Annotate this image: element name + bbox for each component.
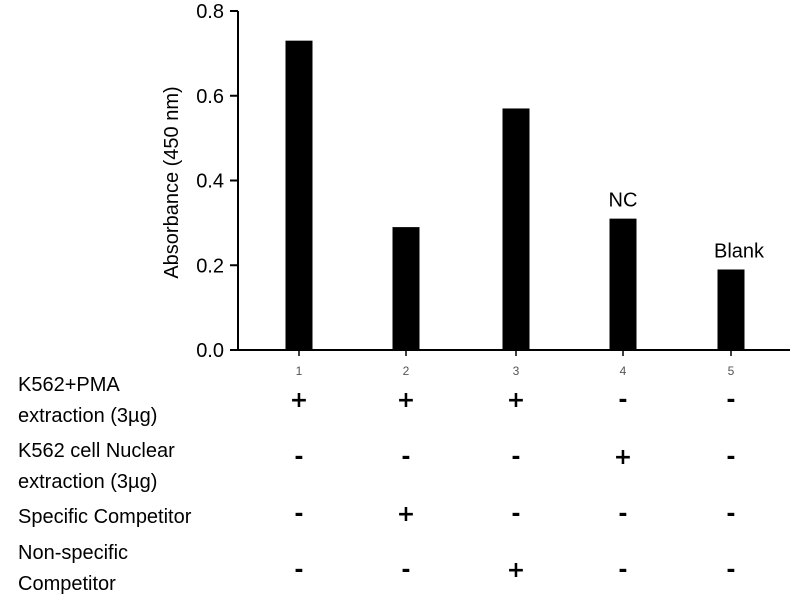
minus-sign: - xyxy=(726,388,736,413)
condition-label-line: extraction (3µg) xyxy=(18,471,158,493)
y-tick-label: 0.2 xyxy=(196,255,224,277)
minus-sign: - xyxy=(401,445,411,470)
bar xyxy=(392,227,420,350)
plus-sign: + xyxy=(506,388,526,413)
minus-sign: - xyxy=(726,558,736,583)
minus-sign: - xyxy=(618,388,628,413)
condition-label-line: extraction (3µg) xyxy=(18,405,158,427)
condition-label-nonspecific-competitor: Non-specific Competitor xyxy=(18,538,128,600)
minus-sign: - xyxy=(726,445,736,470)
condition-label-k562-nuclear: K562 cell Nuclear extraction (3µg) xyxy=(18,436,175,498)
plus-sign: + xyxy=(506,558,526,583)
minus-sign: - xyxy=(294,502,304,527)
bar-annotation: Blank xyxy=(714,240,765,262)
bars xyxy=(285,40,745,351)
y-tick-label: 0.6 xyxy=(196,86,224,108)
minus-sign: - xyxy=(401,558,411,583)
x-tick-label: 1 xyxy=(296,364,303,378)
x-tick-label: 3 xyxy=(513,364,520,378)
y-tick-label: 0.0 xyxy=(196,340,224,362)
condition-label-line: Non-specific xyxy=(18,542,129,564)
minus-sign: - xyxy=(726,502,736,527)
bar xyxy=(717,269,745,350)
minus-sign: - xyxy=(618,502,628,527)
minus-sign: - xyxy=(618,558,628,583)
plus-sign: + xyxy=(396,502,416,527)
minus-sign: - xyxy=(294,558,304,583)
condition-label-line: K562 cell Nuclear xyxy=(18,440,175,462)
y-tick-label: 0.4 xyxy=(196,171,224,193)
minus-sign: - xyxy=(511,502,521,527)
bar xyxy=(609,218,637,350)
axes: 0.0 0.2 0.4 0.6 0.8 Absorbance (450 nm) xyxy=(161,1,790,362)
bar-annotation: NC xyxy=(609,190,638,212)
minus-sign: - xyxy=(511,445,521,470)
x-tick-label: 2 xyxy=(403,364,410,378)
y-axis-label: Absorbance (450 nm) xyxy=(161,86,183,278)
y-tick-label: 0.8 xyxy=(196,1,224,23)
x-tick-label: 5 xyxy=(728,364,735,378)
chart-labels: 1 2 3 4 5 NC Blank xyxy=(296,190,765,378)
plus-sign: + xyxy=(289,388,309,413)
minus-sign: - xyxy=(294,445,304,470)
condition-label-specific-competitor: Specific Competitor xyxy=(18,502,191,533)
plus-sign: + xyxy=(613,445,633,470)
condition-label-line: K562+PMA xyxy=(18,374,120,396)
bar xyxy=(502,108,530,351)
plus-sign: + xyxy=(396,388,416,413)
condition-label-line: Competitor xyxy=(18,573,116,595)
condition-label-k562-pma: K562+PMA extraction (3µg) xyxy=(18,370,157,432)
bar xyxy=(285,40,313,350)
x-tick-label: 4 xyxy=(620,364,627,378)
condition-label-line: Specific Competitor xyxy=(18,506,192,528)
